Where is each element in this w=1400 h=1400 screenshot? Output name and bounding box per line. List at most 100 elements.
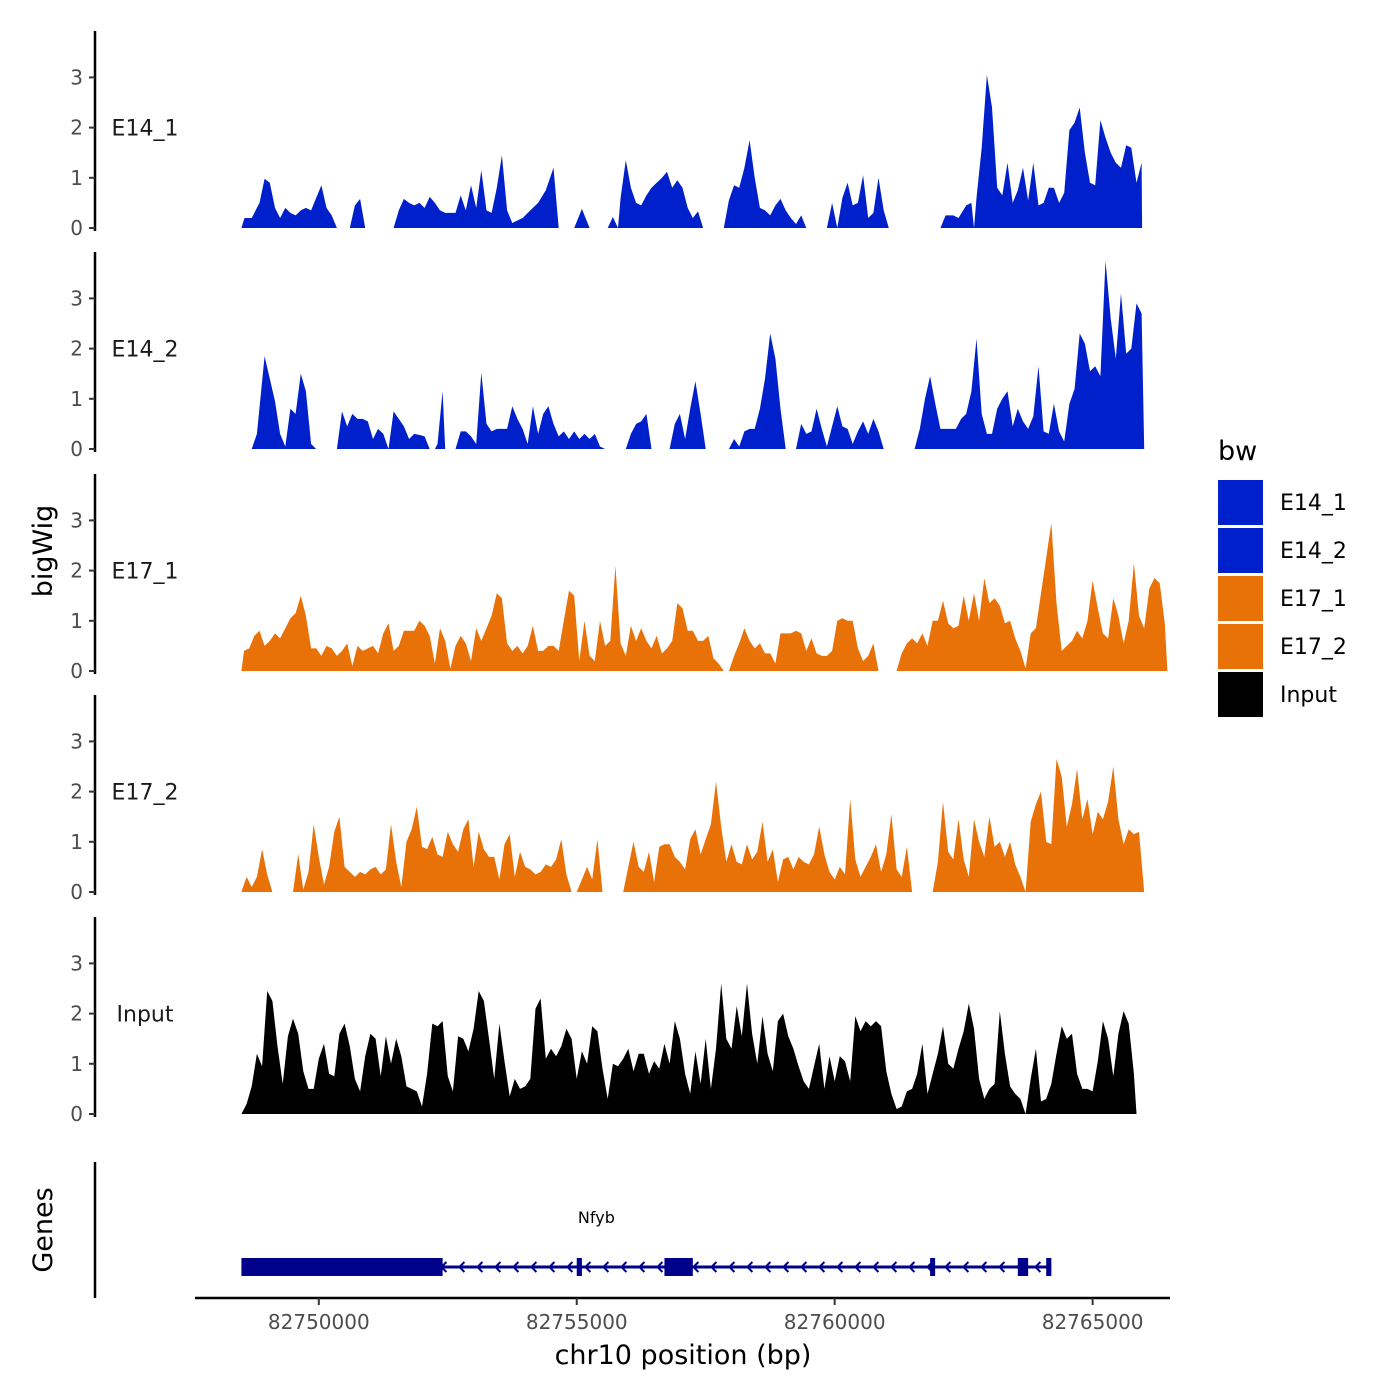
x-tick-label: 82750000 <box>268 1310 370 1334</box>
y-tick-label: 3 <box>70 951 83 975</box>
track-E17_2: 0 1 2 3 E17_2 <box>70 695 1145 904</box>
strand-arrow <box>710 1261 718 1273</box>
legend-label: E14_2 <box>1280 539 1347 564</box>
gene-track: Nfyb <box>93 1162 1052 1298</box>
legend-swatch <box>1218 480 1263 525</box>
track-Input: 0 1 2 3 Input <box>70 917 1137 1126</box>
area-E14_1 <box>241 74 1143 229</box>
legend-swatch <box>1218 576 1263 621</box>
gene-exon <box>930 1258 936 1276</box>
strand-arrow <box>998 1261 1006 1273</box>
track-E14_1: 0 1 2 3 E14_1 <box>70 31 1143 240</box>
track-label: Input <box>117 1003 174 1028</box>
strand-arrow <box>530 1261 538 1273</box>
y-tick-label: 2 <box>70 116 83 140</box>
track-label: E17_1 <box>112 560 179 585</box>
y-tick-label: 2 <box>70 559 83 583</box>
genes-axis-title: Genes <box>28 1187 59 1272</box>
legend-item-E14_1[interactable]: E14_1 <box>1218 480 1347 525</box>
strand-arrow <box>548 1261 556 1273</box>
strand-arrow <box>1034 1261 1042 1273</box>
legend-label: E14_1 <box>1280 491 1347 516</box>
y-tick-label: 1 <box>70 166 83 190</box>
y-tick-label: 0 <box>70 1102 83 1126</box>
strand-arrow <box>764 1261 772 1273</box>
strand-arrow <box>638 1261 646 1273</box>
strand-arrow <box>746 1261 754 1273</box>
y-tick-label: 3 <box>70 508 83 532</box>
legend-label: Input <box>1280 683 1337 708</box>
legend[interactable]: bw E14_1 E14_2 E17_1 E17_2 Input <box>1218 436 1347 717</box>
area-E17_1 <box>241 522 1168 671</box>
track-label: E14_2 <box>112 338 179 363</box>
bigwig-tracks: 0 1 2 3 E14_1 0 1 2 3 E14_2 0 1 2 3 E17_1 0 1 2 3 E17_2 0 1 2 3… <box>70 31 1168 1126</box>
gene-Nfyb[interactable]: Nfyb <box>241 1208 1052 1276</box>
strand-arrow <box>692 1261 700 1273</box>
gene-exon <box>241 1258 443 1276</box>
legend-item-Input[interactable]: Input <box>1218 672 1337 717</box>
y-tick-label: 3 <box>70 286 83 310</box>
strand-arrow <box>800 1261 808 1273</box>
y-tick-label: 2 <box>70 337 83 361</box>
gene-exon <box>664 1258 693 1276</box>
y-tick-label: 1 <box>70 609 83 633</box>
y-tick-label: 0 <box>70 216 83 240</box>
strand-arrow <box>512 1261 520 1273</box>
y-tick-label: 1 <box>70 387 83 411</box>
area-Input <box>241 983 1137 1114</box>
strand-arrow <box>818 1261 826 1273</box>
gene-exon <box>576 1258 582 1276</box>
track-E14_2: 0 1 2 3 E14_2 <box>70 252 1145 461</box>
track-label: E17_2 <box>112 781 179 806</box>
strand-arrow <box>782 1261 790 1273</box>
y-axis-title: bigWig <box>28 505 59 598</box>
legend-item-E17_1[interactable]: E17_1 <box>1218 576 1347 621</box>
legend-label: E17_2 <box>1280 635 1347 660</box>
strand-arrow <box>620 1261 628 1273</box>
track-E17_1: 0 1 2 3 E17_1 <box>70 474 1168 683</box>
strand-arrow <box>476 1261 484 1273</box>
x-axis-title: chr10 position (bp) <box>555 1340 812 1371</box>
legend-label: E17_1 <box>1280 587 1347 612</box>
strand-arrow <box>980 1261 988 1273</box>
strand-arrow <box>836 1261 844 1273</box>
strand-arrow <box>872 1261 880 1273</box>
strand-arrow <box>566 1261 574 1273</box>
strand-arrow <box>944 1261 952 1273</box>
x-axis: 82750000 82755000 82760000 82765000 <box>195 1296 1170 1334</box>
y-tick-label: 2 <box>70 780 83 804</box>
strand-arrow <box>890 1261 898 1273</box>
legend-item-E17_2[interactable]: E17_2 <box>1218 624 1347 669</box>
strand-arrow <box>908 1261 916 1273</box>
legend-swatch <box>1218 624 1263 669</box>
legend-swatch <box>1218 528 1263 573</box>
strand-arrow <box>728 1261 736 1273</box>
gene-exon <box>1017 1258 1029 1276</box>
gene-exon <box>1046 1258 1052 1276</box>
strand-arrow <box>584 1261 592 1273</box>
strand-arrow <box>494 1261 502 1273</box>
y-tick-label: 0 <box>70 659 83 683</box>
x-tick-label: 82765000 <box>1042 1310 1144 1334</box>
legend-item-E14_2[interactable]: E14_2 <box>1218 528 1347 573</box>
area-E17_2 <box>241 759 1145 892</box>
x-tick-label: 82760000 <box>784 1310 886 1334</box>
y-tick-label: 1 <box>70 1052 83 1076</box>
strand-arrow <box>656 1261 664 1273</box>
strand-arrow <box>458 1261 466 1273</box>
area-E14_2 <box>251 260 1145 449</box>
track-label: E14_1 <box>112 117 179 142</box>
y-tick-label: 0 <box>70 880 83 904</box>
strand-arrow <box>962 1261 970 1273</box>
y-tick-label: 0 <box>70 437 83 461</box>
y-tick-label: 2 <box>70 1002 83 1026</box>
strand-arrow <box>854 1261 862 1273</box>
y-tick-label: 3 <box>70 65 83 89</box>
y-tick-label: 1 <box>70 830 83 854</box>
x-tick-label: 82755000 <box>526 1310 628 1334</box>
strand-arrow <box>602 1261 610 1273</box>
gene-name-label: Nfyb <box>578 1208 615 1227</box>
legend-title: bw <box>1218 436 1257 467</box>
legend-swatch <box>1218 672 1263 717</box>
